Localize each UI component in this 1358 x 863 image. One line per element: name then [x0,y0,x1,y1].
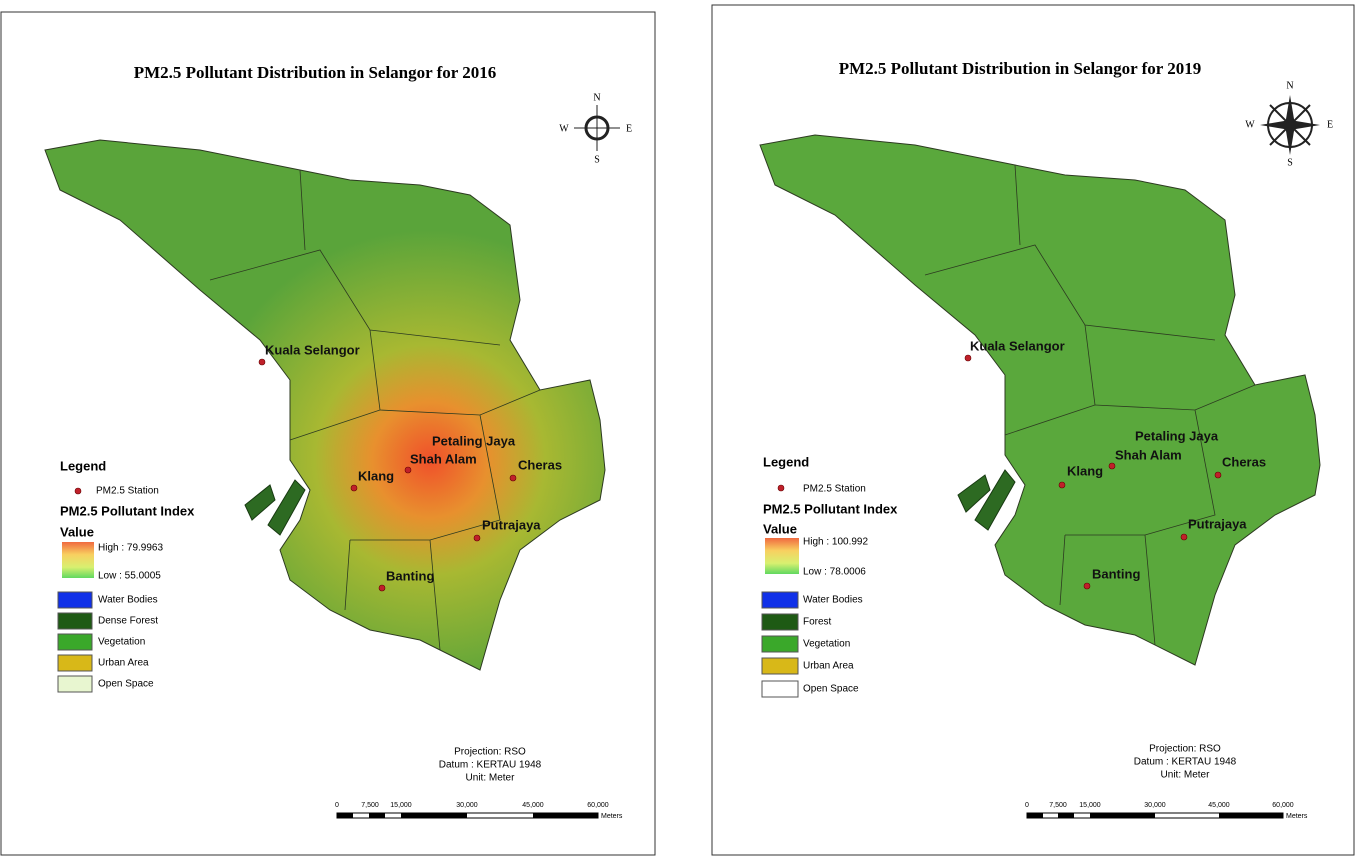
islands [957,469,1016,531]
district-borders [209,169,541,651]
islands [244,479,306,536]
scale-unit: Meters [601,813,623,820]
scale-label: 30,000 [1144,802,1166,809]
legend-station: PM2.5 Station [96,486,159,497]
legend-class: Water Bodies [803,595,863,606]
legend-index-title: PM2.5 Pollutant Index [60,503,195,518]
district-borders [924,164,1256,646]
scale-bar: 0 7,500 15,000 30,000 45,000 60,000 Mete… [1025,802,1308,820]
unit: Unit: Meter [466,773,516,784]
compass-e: E [1327,119,1333,130]
station-label: Petaling Jaya [432,433,516,448]
panel-frame [0,11,656,856]
scale-label: 0 [335,802,339,809]
scale-label: 15,000 [1079,802,1101,809]
legend-class: Dense Forest [98,616,158,627]
station-label: Shah Alam [1115,447,1182,462]
stations: Kuala Selangor Petaling Jaya Shah Alam K… [964,338,1266,590]
compass-s: S [1287,157,1293,168]
compass-w: W [1245,119,1255,130]
compass-n: N [1286,80,1293,91]
scale-label: 0 [1025,802,1029,809]
scale-label: 7,500 [1049,802,1067,809]
station-label: Banting [1092,566,1140,581]
map-title: PM2.5 Pollutant Distribution in Selangor… [839,59,1202,78]
stations: Kuala Selangor Petaling Jaya Shah Alam K… [258,342,562,592]
station-label: Putrajaya [1188,516,1247,531]
legend-class: Forest [803,617,832,628]
compass-n: N [593,92,600,103]
projection: Projection: RSO [1149,744,1221,755]
map-panel: PM2.5 Pollutant Distribution in Selangor… [711,4,1355,856]
compass-e: E [626,123,632,134]
compass: N S E W [559,92,632,165]
scale-label: 15,000 [390,802,412,809]
datum: Datum : KERTAU 1948 [439,760,542,771]
compass-s: S [594,154,600,165]
datum: Datum : KERTAU 1948 [1134,757,1237,768]
station-label: Klang [1067,463,1103,478]
unit: Unit: Meter [1161,770,1211,781]
compass: N S E W [1245,80,1333,168]
legend-class: Water Bodies [98,595,158,606]
legend-class: Urban Area [98,658,149,669]
station-label: Kuala Selangor [970,338,1065,353]
legend-class: Urban Area [803,661,854,672]
projection: Projection: RSO [454,747,526,758]
legend-high: High : 100.992 [803,537,868,548]
station-label: Cheras [1222,454,1266,469]
scale-label: 45,000 [522,802,544,809]
legend-class: Vegetation [98,637,145,648]
map-panel: PM2.5 Pollutant Distribution in Selangor… [0,11,656,856]
scale-label: 60,000 [1272,802,1294,809]
legend-high: High : 79.9963 [98,543,163,554]
legend-class: Open Space [98,679,154,690]
station-label: Putrajaya [482,517,541,532]
legend-title: Legend [60,458,106,473]
state-map [759,134,1321,666]
panel-frame [711,4,1355,856]
map-title: PM2.5 Pollutant Distribution in Selangor… [134,63,497,82]
station-label: Banting [386,568,434,583]
legend-index-title: PM2.5 Pollutant Index [763,501,898,516]
station-label: Klang [358,468,394,483]
scale-label: 7,500 [361,802,379,809]
legend-station: PM2.5 Station [803,484,866,495]
station-label: Petaling Jaya [1135,428,1219,443]
legend-value: Value [763,521,797,536]
scale-label: 60,000 [587,802,609,809]
scale-unit: Meters [1286,813,1308,820]
station-label: Cheras [518,457,562,472]
legend-class: Vegetation [803,639,850,650]
scale-label: 30,000 [456,802,478,809]
station-label: Shah Alam [410,451,477,466]
legend-value: Value [60,524,94,539]
legend: Legend PM2.5 Station PM2.5 Pollutant Ind… [57,458,195,693]
legend: Legend PM2.5 Station PM2.5 Pollutant Ind… [761,454,898,698]
station-label: Kuala Selangor [265,342,360,357]
state-map [44,139,606,671]
legend-low: Low : 55.0005 [98,571,161,582]
scale-label: 45,000 [1208,802,1230,809]
legend-title: Legend [763,454,809,469]
legend-low: Low : 78.0006 [803,567,866,578]
compass-w: W [559,123,569,134]
legend-class: Open Space [803,684,859,695]
scale-bar: 0 7,500 15,000 30,000 45,000 60,000 Mete… [335,802,623,820]
